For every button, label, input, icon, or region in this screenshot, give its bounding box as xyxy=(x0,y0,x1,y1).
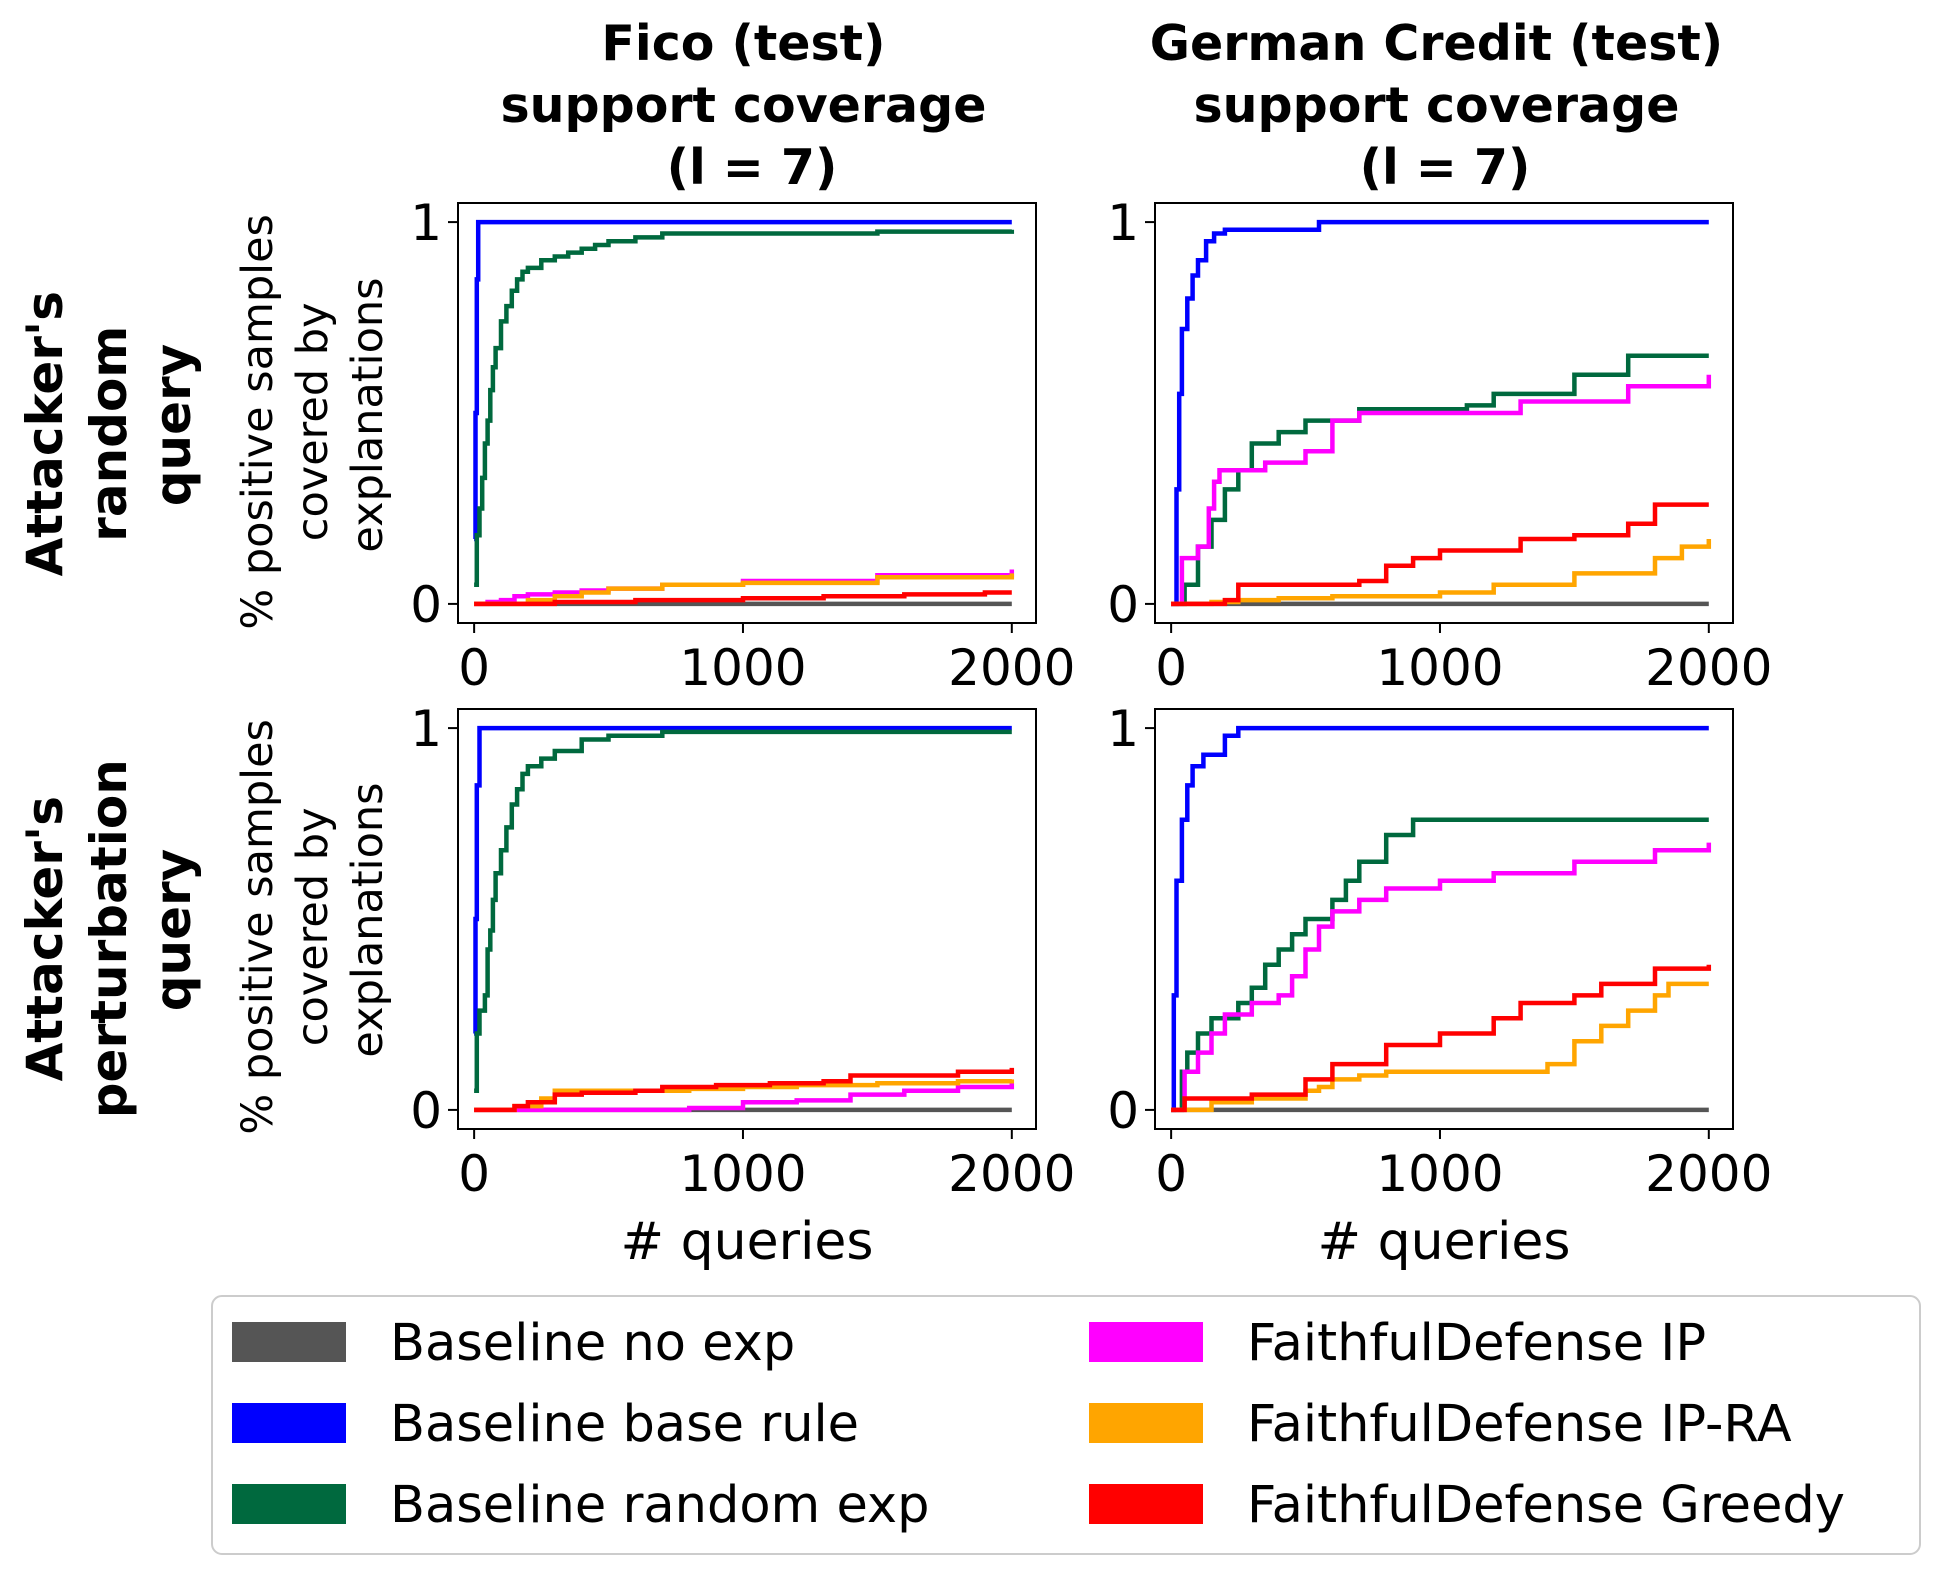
y-tick-label: 1 xyxy=(410,194,442,252)
y-tick-label: 0 xyxy=(1107,1082,1139,1140)
row-title-line: perturbation xyxy=(80,759,138,1118)
series-line-faithfuldefense-ip xyxy=(1171,374,1712,607)
ylabel-line: % positive samples xyxy=(233,719,283,1135)
legend-swatch xyxy=(1089,1403,1203,1443)
x-tick-label: 2000 xyxy=(1645,639,1772,697)
series-line-faithfuldefense-ip xyxy=(1171,842,1712,1113)
y-tick-label: 0 xyxy=(410,576,442,634)
legend-box xyxy=(211,1295,1921,1555)
ylabel-line: covered by xyxy=(288,807,338,1046)
row-title-random-group: Attacker's random query xyxy=(16,274,202,577)
y-tick-label: 1 xyxy=(1107,194,1139,252)
row-title-random-text: Attacker's random query xyxy=(16,274,202,577)
title-line: German Credit (test) xyxy=(1150,15,1723,72)
panel-3: 0 1000 2000 0 1 # queries xyxy=(1107,700,1772,1272)
ylabel-top-group: % positive samples covered by explanatio… xyxy=(233,200,393,630)
ylabel-top: % positive samples covered by explanatio… xyxy=(233,200,393,629)
ylabel-line: explanations xyxy=(343,277,393,552)
title-line: support coverage xyxy=(1194,77,1680,134)
ylabel-bottom: % positive samples covered by explanatio… xyxy=(233,705,393,1134)
y-tick-label: 0 xyxy=(1107,576,1139,634)
x-tick-label: 2000 xyxy=(1645,1145,1772,1203)
row-title-line: Attacker's xyxy=(16,796,74,1081)
series-line-faithfuldefense-ip xyxy=(474,1083,1015,1113)
panel-title-fico: Fico (test) support coverage (l = 7) xyxy=(501,15,1004,196)
legend-swatch xyxy=(1089,1322,1203,1362)
series-line-baseline-base-rule xyxy=(473,219,1012,542)
legend-label: FaithfulDefense Greedy xyxy=(1247,1476,1845,1535)
row-title-perturbation-group: Attacker's perturbation query xyxy=(16,742,202,1118)
series-line-faithfuldefense-ip-ra xyxy=(474,573,1015,607)
axes-frame xyxy=(457,708,1037,1130)
legend-swatch xyxy=(1089,1484,1203,1524)
row-title-line: random xyxy=(80,326,138,542)
series-line-baseline-base-rule xyxy=(1171,219,1709,607)
legend-swatch xyxy=(232,1403,346,1443)
x-tick-label: 1000 xyxy=(679,639,806,697)
legend: Baseline no exp Baseline base rule Baselin… xyxy=(211,1295,1921,1555)
row-title-perturbation-text: Attacker's perturbation query xyxy=(16,742,202,1118)
axes-frame xyxy=(1154,202,1734,624)
series-line-faithfuldefense-ip-ra xyxy=(1171,981,1709,1113)
series-line-baseline-random-exp xyxy=(1171,817,1709,1113)
series-line-faithfuldefense-greedy xyxy=(474,590,1012,607)
x-tick-label: 0 xyxy=(458,1145,490,1203)
row-title-line: Attacker's xyxy=(16,291,74,576)
legend-label: Baseline base rule xyxy=(390,1395,859,1454)
legend-swatch xyxy=(232,1322,346,1362)
ylabel-line: covered by xyxy=(288,302,338,541)
title-line: (l = 7) xyxy=(1360,139,1531,196)
ylabel-bottom-group: % positive samples covered by explanatio… xyxy=(233,705,393,1135)
axes-frame xyxy=(1154,708,1734,1130)
x-tick-label: 1000 xyxy=(679,1145,806,1203)
title-line: (l = 7) xyxy=(667,139,838,196)
title-line: support coverage xyxy=(501,77,987,134)
panel-title-german: German Credit (test) support coverage (l… xyxy=(1150,15,1741,196)
series-line-baseline-base-rule xyxy=(1171,725,1709,1113)
x-tick-label: 0 xyxy=(458,639,490,697)
panel-2: 0 1000 2000 0 1 # queries xyxy=(410,700,1075,1272)
y-tick-label: 1 xyxy=(1107,700,1139,758)
series-line-faithfuldefense-greedy xyxy=(1171,964,1712,1113)
series-line-baseline-random-exp xyxy=(474,729,1012,1094)
legend-label: FaithfulDefense IP-RA xyxy=(1247,1395,1792,1454)
ylabel-line: explanations xyxy=(343,782,393,1057)
y-tick-label: 1 xyxy=(410,700,442,758)
series-line-baseline-base-rule xyxy=(473,725,1012,1036)
axes-frame xyxy=(457,202,1037,624)
legend-label: FaithfulDefense IP xyxy=(1247,1314,1706,1373)
x-tick-label: 1000 xyxy=(1376,1145,1503,1203)
panel-0: 0 1000 2000 0 1 xyxy=(410,194,1075,697)
x-tick-label: 2000 xyxy=(948,1145,1075,1203)
panel-1: 0 1000 2000 0 1 xyxy=(1107,194,1772,697)
x-tick-label: 0 xyxy=(1155,639,1187,697)
title-line: Fico (test) xyxy=(601,15,885,72)
x-tick-label: 0 xyxy=(1155,1145,1187,1203)
row-title-line: query xyxy=(144,849,202,1012)
x-axis-label: # queries xyxy=(621,1212,874,1272)
legend-swatch xyxy=(232,1484,346,1524)
x-axis-label: # queries xyxy=(1318,1212,1571,1272)
ylabel-line: % positive samples xyxy=(233,214,283,630)
y-tick-label: 0 xyxy=(410,1082,442,1140)
series-line-baseline-random-exp xyxy=(474,229,1015,588)
x-tick-label: 2000 xyxy=(948,639,1075,697)
legend-label: Baseline random exp xyxy=(390,1476,929,1535)
legend-label: Baseline no exp xyxy=(390,1314,795,1373)
row-title-line: query xyxy=(144,344,202,507)
series-line-faithfuldefense-greedy xyxy=(474,1067,1015,1113)
series-line-faithfuldefense-greedy xyxy=(1171,502,1709,607)
x-tick-label: 1000 xyxy=(1376,639,1503,697)
